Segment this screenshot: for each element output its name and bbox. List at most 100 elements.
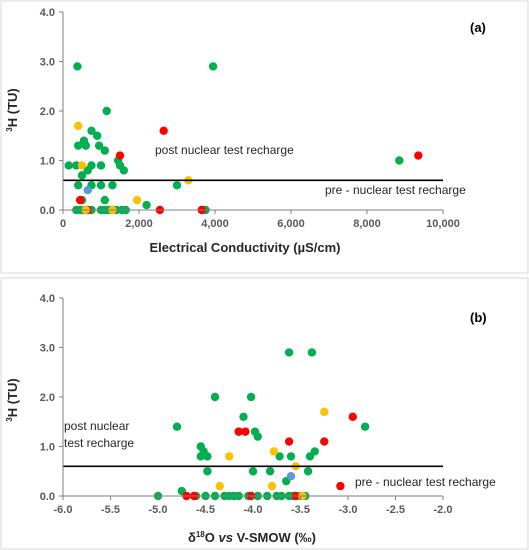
y-tick-label: 3.0 xyxy=(40,57,55,69)
panel-a-annotation-post: post nuclear test recharge xyxy=(155,143,294,157)
x-tick-label: 10,000 xyxy=(426,218,460,230)
y-tick-label: 3.0 xyxy=(40,343,55,355)
panel-b-y-title-text: H (TU) xyxy=(5,378,20,417)
red-data-point xyxy=(159,126,168,135)
green-data-point xyxy=(172,422,182,431)
panel-b-x-delta: δ xyxy=(188,530,196,545)
green-data-point xyxy=(203,452,212,461)
green-data-point xyxy=(93,131,102,140)
panel-a-y-ticks: 0.0 1.0 2.0 3.0 4.0 xyxy=(40,7,63,217)
green-data-point xyxy=(395,156,404,165)
panel-b-label: (b) xyxy=(470,310,487,325)
panel-a-y-title-text: H (TU) xyxy=(5,88,20,127)
green-data-point xyxy=(102,106,111,116)
y-tick-label: 2.0 xyxy=(40,106,55,118)
x-tick-label: -4.0 xyxy=(244,504,263,516)
panel-b-annotation-post-2: test recharge xyxy=(64,436,134,450)
panel-b-x-ticks: -6.0 -5.5 -5.0 -4.5 -4.0 -3.5 -3.0 -2.5 -2.0 xyxy=(54,496,453,516)
green-data-point xyxy=(100,146,110,155)
green-data-point xyxy=(248,467,258,476)
green-data-point xyxy=(310,447,319,456)
x-tick-label: -2.0 xyxy=(434,504,453,516)
green-data-point xyxy=(303,467,313,476)
panel-b-x-post: V-SMOW (‰) xyxy=(233,530,316,545)
red-data-point xyxy=(348,412,357,421)
yellow-data-point xyxy=(74,121,83,131)
red-data-point xyxy=(115,151,125,160)
y-tick-label: 4.0 xyxy=(40,293,55,305)
yellow-data-point xyxy=(225,452,234,461)
panel-a-y-sup: 3 xyxy=(5,127,14,132)
x-tick-label: 4,000 xyxy=(201,218,229,230)
green-data-point xyxy=(74,141,83,150)
x-tick-label: -3.5 xyxy=(291,504,310,516)
x-tick-label: -5.0 xyxy=(149,504,168,516)
panel-b-frame xyxy=(0,277,529,550)
panel-a-chart: 0 2,000 4,000 6,000 8,000 10,000 0.0 1.0 2.0 3.0… xyxy=(0,0,529,274)
panel-b-x-axis-title: δ18O vs V-SMOW (‰) xyxy=(188,530,316,545)
y-tick-label: 0.0 xyxy=(40,491,55,503)
green-data-point xyxy=(246,392,256,402)
green-data-point xyxy=(284,348,294,357)
panel-b-y-sup: 3 xyxy=(5,417,14,422)
green-data-point xyxy=(265,467,275,476)
yellow-data-point xyxy=(77,161,87,170)
green-data-point xyxy=(74,181,83,190)
yellow-data-point xyxy=(269,447,279,456)
blue-data-point xyxy=(83,186,92,195)
x-tick-label: 0 xyxy=(60,218,66,230)
yellow-data-point xyxy=(320,407,329,417)
yellow-data-point xyxy=(267,481,277,491)
red-data-point xyxy=(284,437,294,446)
green-data-point xyxy=(208,62,218,71)
green-data-point xyxy=(81,141,91,150)
x-tick-label: -6.0 xyxy=(54,504,73,516)
red-data-point xyxy=(414,151,423,160)
green-data-point xyxy=(172,181,182,190)
green-data-point xyxy=(360,422,370,431)
green-data-point xyxy=(94,141,104,150)
green-data-point xyxy=(210,392,220,402)
y-tick-label: 4.0 xyxy=(40,7,55,19)
red-data-point xyxy=(241,427,250,436)
blue-data-point xyxy=(286,472,296,481)
green-data-point xyxy=(96,181,106,190)
panel-a-frame xyxy=(0,0,529,274)
x-tick-label: 8,000 xyxy=(353,218,381,230)
x-tick-label: 2,000 xyxy=(125,218,153,230)
panel-b-x-pre: O xyxy=(205,530,219,545)
green-data-point xyxy=(142,200,151,210)
panel-b-x-sup: 18 xyxy=(196,530,205,539)
y-tick-label: 1.0 xyxy=(40,156,55,168)
red-data-point xyxy=(75,195,85,205)
green-data-point xyxy=(286,452,296,461)
panel-a-y-axis-title: 3H (TU) xyxy=(5,88,20,131)
panel-b-chart: -6.0 -5.5 -5.0 -4.5 -4.0 -3.5 -3.0 -2.5 -2.0 0.0… xyxy=(0,277,529,550)
x-tick-label: -4.5 xyxy=(196,504,215,516)
y-tick-label: 2.0 xyxy=(40,392,55,404)
x-tick-label: -2.5 xyxy=(386,504,405,516)
yellow-data-point xyxy=(215,481,224,491)
green-data-point xyxy=(239,412,248,421)
y-tick-label: 1.0 xyxy=(40,442,55,454)
panel-b-y-axis-title: 3H (TU) xyxy=(5,378,20,421)
panel-a-x-axis-title: Electrical Conductivity (µS/cm) xyxy=(150,240,341,255)
green-data-point xyxy=(87,126,96,135)
yellow-data-point xyxy=(132,195,142,205)
green-data-point xyxy=(203,467,212,476)
panel-b-annotation-post-1: post nuclear xyxy=(64,419,129,433)
x-tick-label: 6,000 xyxy=(277,218,305,230)
green-data-point xyxy=(73,62,82,71)
green-data-point xyxy=(100,195,110,205)
green-data-point xyxy=(196,452,205,461)
green-data-point xyxy=(253,432,262,441)
green-data-point xyxy=(96,161,106,170)
panel-b-annotation-pre: pre - nuclear test recharge xyxy=(355,475,496,489)
green-data-point xyxy=(83,166,92,175)
panel-b-y-ticks: 0.0 1.0 2.0 3.0 4.0 xyxy=(40,293,63,503)
panel-a-annotation-pre: pre - nuclear test recharge xyxy=(325,183,466,197)
red-data-point xyxy=(320,437,329,446)
green-data-point xyxy=(108,181,117,190)
x-tick-label: -5.5 xyxy=(101,504,120,516)
